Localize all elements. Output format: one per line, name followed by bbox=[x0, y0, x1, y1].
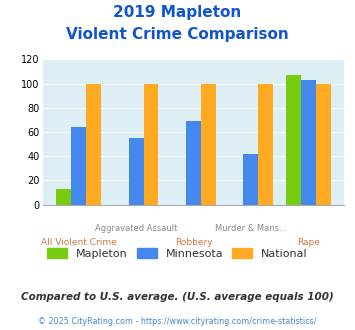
Bar bbox=[56, 189, 71, 205]
Text: 2019 Mapleton: 2019 Mapleton bbox=[113, 5, 242, 20]
Bar bbox=[86, 83, 101, 205]
Bar bbox=[201, 83, 216, 205]
Text: All Violent Crime: All Violent Crime bbox=[41, 238, 116, 247]
Bar bbox=[301, 80, 316, 205]
Text: Rape: Rape bbox=[297, 238, 320, 247]
Bar bbox=[129, 138, 143, 205]
Bar bbox=[258, 83, 273, 205]
Text: Violent Crime Comparison: Violent Crime Comparison bbox=[66, 27, 289, 42]
Bar bbox=[71, 127, 86, 205]
Legend: Mapleton, Minnesota, National: Mapleton, Minnesota, National bbox=[43, 244, 312, 263]
Bar bbox=[186, 121, 201, 205]
Text: Robbery: Robbery bbox=[175, 238, 212, 247]
Bar bbox=[316, 83, 331, 205]
Bar bbox=[143, 83, 158, 205]
Bar bbox=[244, 154, 258, 205]
Bar bbox=[286, 75, 301, 205]
Text: Murder & Mans...: Murder & Mans... bbox=[215, 224, 287, 233]
Text: Compared to U.S. average. (U.S. average equals 100): Compared to U.S. average. (U.S. average … bbox=[21, 292, 334, 302]
Text: © 2025 CityRating.com - https://www.cityrating.com/crime-statistics/: © 2025 CityRating.com - https://www.city… bbox=[38, 317, 317, 326]
Text: Aggravated Assault: Aggravated Assault bbox=[95, 224, 177, 233]
